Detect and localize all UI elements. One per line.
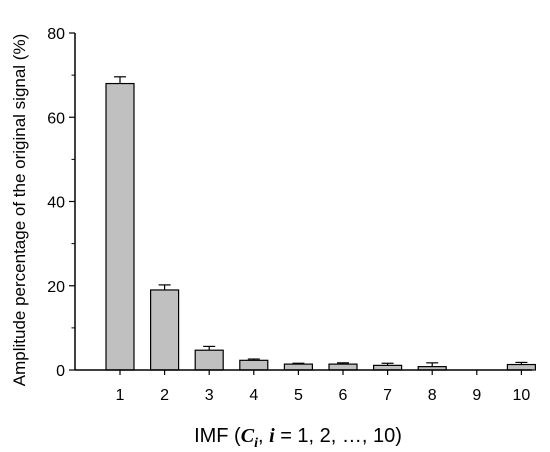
x-tick-label: 8 [428, 387, 437, 404]
bar [194, 349, 224, 371]
bar [239, 359, 269, 371]
x-tick-label: 9 [472, 387, 481, 404]
x-axis-title: IMF (Ci, i = 1, 2, …, 10) [194, 425, 402, 451]
x-tick-label: 6 [339, 387, 348, 404]
bar [150, 289, 180, 371]
x-title-c-sub: i [254, 436, 258, 451]
error-bars-group [114, 76, 528, 367]
x-title-i: i [269, 425, 275, 447]
bar [105, 82, 135, 371]
x-tick-label: 10 [513, 387, 531, 404]
x-axis: 1 2 3 4 5 6 7 8 9 10 [75, 369, 532, 404]
bar [328, 363, 358, 371]
bars-group [105, 82, 536, 371]
y-axis: 0 20 40 60 80 [47, 26, 76, 380]
y-tick-label: 60 [47, 110, 65, 127]
bar [283, 363, 313, 371]
y-tick-label: 0 [56, 363, 65, 380]
x-tick-label: 1 [116, 387, 125, 404]
x-tick-label: 4 [249, 387, 258, 404]
x-tick-label: 3 [205, 387, 214, 404]
x-title-prefix: IMF ( [194, 425, 241, 447]
y-tick-label: 80 [47, 26, 65, 43]
x-title-suffix: = 1, 2, …, 10) [275, 425, 402, 447]
x-title-c: C [241, 425, 255, 447]
y-tick-label: 20 [47, 279, 65, 296]
x-tick-label: 7 [383, 387, 392, 404]
y-tick-label: 40 [47, 195, 65, 212]
x-title-sep: , [258, 425, 269, 447]
x-tick-label: 2 [160, 387, 169, 404]
bar [506, 363, 536, 371]
x-tick-label: 5 [294, 387, 303, 404]
y-axis-title: Amplitude percentage of the original sig… [10, 34, 29, 386]
